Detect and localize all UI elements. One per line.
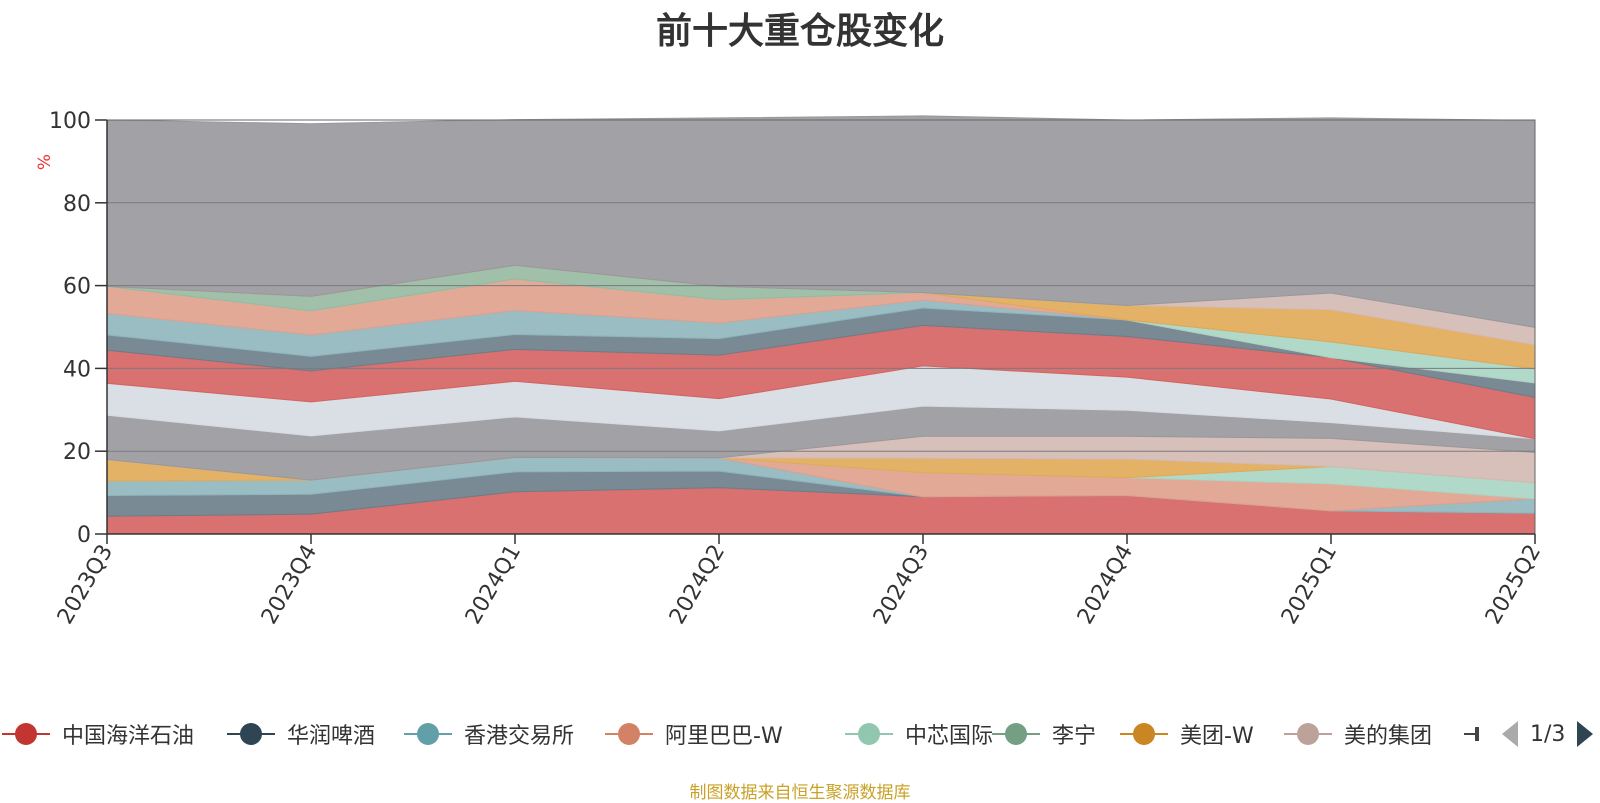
legend-pager: 1/3 [1500, 716, 1595, 752]
source-note: 制图数据来自恒生聚源数据库 [689, 783, 911, 803]
chart-plot: 0 20 40 60 80 100% 2023Q3 2023Q4 2024Q1 2024Q2 202… [35, 109, 1546, 629]
legend-item[interactable]: 美的集团 [1282, 712, 1432, 756]
y-tick-label: 60 [63, 275, 91, 300]
chart-title: 前十大重仓股变化 [655, 11, 944, 52]
x-tick-label: 2023Q3 [53, 541, 118, 629]
legend-marker-icon [605, 723, 653, 745]
legend-prev-icon[interactable] [1500, 719, 1520, 749]
legend-label: 美团-W [1180, 724, 1254, 749]
y-tick-label: 40 [63, 357, 91, 382]
legend-marker-icon [845, 723, 893, 745]
legend-marker-icon [227, 723, 275, 745]
x-tick-label: 2023Q4 [257, 541, 322, 629]
x-tick-label: 2024Q4 [1073, 541, 1138, 629]
legend-item[interactable]: 李宁 [990, 712, 1096, 756]
legend-label: 中国海洋石油 [62, 724, 195, 749]
legend-label: 阿里巴巴-W [665, 724, 783, 749]
y-tick-label: 0 [77, 523, 91, 548]
legend-overflow-marker-icon [1464, 727, 1479, 741]
y-tick-label: 20 [63, 440, 91, 465]
legend-marker-icon [1120, 723, 1168, 745]
legend-marker-icon [2, 723, 50, 745]
legend-label: 中芯国际 [905, 724, 994, 749]
x-tick-label: 2025Q1 [1277, 541, 1342, 629]
legend-item[interactable]: 香港交易所 [402, 712, 574, 756]
legend-item[interactable]: 中国海洋石油 [0, 712, 194, 756]
legend-marker-icon [404, 723, 452, 745]
legend-label: 美的集团 [1344, 724, 1433, 749]
y-tick-label: 80 [63, 192, 91, 217]
legend-marker-icon [1284, 723, 1332, 745]
x-tick-label: 2025Q2 [1481, 541, 1546, 629]
legend-item[interactable]: 阿里巴巴-W [603, 712, 783, 756]
x-tick-label: 2024Q2 [665, 541, 730, 629]
legend-marker-icon [992, 723, 1040, 745]
legend-label: 李宁 [1052, 724, 1097, 749]
legend-next-icon[interactable] [1575, 719, 1595, 749]
legend-label: 华润啤酒 [287, 724, 376, 749]
legend-item[interactable]: 中芯国际 [843, 712, 993, 756]
legend-label: 香港交易所 [464, 724, 575, 749]
y-tick-label: 100 [49, 109, 91, 134]
x-tick-label: 2024Q1 [461, 541, 526, 629]
x-tick-label: 2024Q3 [869, 541, 934, 629]
legend-item[interactable]: 美团-W [1118, 712, 1254, 756]
legend-item[interactable]: 华润啤酒 [225, 712, 375, 756]
legend-page-indicator: 1/3 [1530, 721, 1566, 747]
legend: 中国海洋石油 华润啤酒 香港交易所 阿里巴巴-W 中芯国际 李宁 美团-W 美的集团 [0, 712, 1600, 756]
y-axis-label: % [35, 154, 55, 170]
